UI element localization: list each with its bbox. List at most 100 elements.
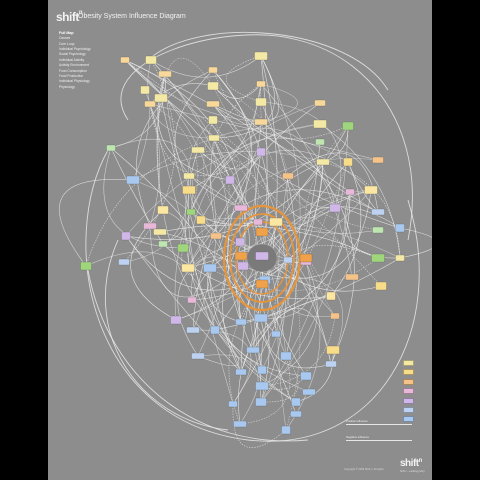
logo-text: shift [56, 10, 79, 24]
influence-link [260, 191, 351, 403]
influence-link [260, 121, 355, 365]
factor-node [254, 51, 268, 61]
factor-node [291, 397, 301, 407]
factor-node [157, 205, 169, 215]
influence-link [239, 355, 291, 425]
legend-item-physiology: Physiology [59, 84, 75, 89]
factor-node [121, 231, 131, 241]
influence-link [149, 103, 262, 176]
influence-link [147, 59, 215, 139]
factor-node [256, 147, 266, 157]
factor-node [106, 144, 116, 152]
influence-link [104, 239, 229, 431]
influence-link [188, 189, 297, 403]
factor-node [300, 371, 312, 381]
influence-link [191, 256, 244, 301]
factor-node [343, 157, 353, 167]
influence-link [200, 149, 372, 221]
factor-node [345, 188, 355, 196]
influence-link [212, 69, 349, 140]
factor-node [120, 56, 130, 64]
legend-item-individual-activity: Individual Activity [59, 57, 85, 62]
influence-link [286, 175, 336, 219]
influence-link [177, 241, 241, 357]
factor-node [281, 425, 291, 435]
factor-node [208, 134, 220, 142]
factor-node [143, 222, 157, 230]
factor-node [325, 360, 337, 368]
factor-node [177, 243, 189, 253]
influence-link [200, 219, 216, 331]
factor-node [326, 291, 336, 301]
factor-node [228, 400, 238, 408]
influence-link [174, 102, 321, 321]
influence-link [87, 269, 309, 442]
factor-node [315, 138, 325, 146]
factor-node [371, 208, 385, 216]
influence-link [188, 175, 332, 365]
shift-logo-footer: shiftn [400, 458, 422, 469]
key-swatch [403, 378, 414, 385]
factor-node [326, 345, 340, 355]
influence-link [125, 235, 289, 291]
key-swatch [403, 406, 414, 413]
influence-link [209, 257, 379, 292]
influence-link [190, 137, 349, 213]
core-loop-node [255, 279, 269, 289]
factor-node [210, 232, 222, 240]
factor-node [271, 330, 281, 338]
factor-node [187, 296, 197, 304]
influence-link [125, 235, 242, 373]
factor-node [257, 365, 267, 375]
factor-node [255, 397, 267, 407]
influence-link [197, 149, 259, 243]
positive-influence-label: Positive influence [346, 419, 368, 423]
influence-link [85, 137, 215, 267]
influence-link [110, 73, 166, 149]
factor-node [246, 346, 260, 354]
factor-node [235, 237, 245, 247]
diagram-title: Obesity System Influence Diagram [78, 13, 186, 20]
influence-link [213, 55, 275, 139]
key-swatch [403, 360, 414, 366]
influence-link [136, 69, 214, 227]
legend-item-individual-physiology: Individual Physiology [59, 79, 90, 84]
map-legend: Full Map Causes Core Loop Individual Psy… [59, 31, 131, 90]
influence-link [212, 69, 253, 237]
factor-node [154, 93, 168, 103]
factor-node [237, 261, 249, 271]
factor-node [371, 253, 385, 263]
factor-node [234, 204, 248, 212]
influence-link [150, 59, 287, 357]
influence-link [149, 103, 379, 161]
influence-link [123, 59, 175, 263]
factor-node [158, 240, 168, 248]
influence-link [287, 175, 336, 209]
influence-link [261, 261, 318, 387]
logo-tagline: Shift n - enabling policy [400, 470, 425, 473]
legend-item-core-loop: Core Loop [59, 41, 75, 46]
factor-node [364, 185, 378, 195]
factor-node [158, 70, 172, 78]
influence-network [59, 32, 432, 448]
factor-node [233, 420, 247, 428]
influence-link [399, 227, 432, 259]
legend-item-activity-environment: Activity Environment [59, 63, 89, 68]
factor-node [191, 146, 205, 154]
influence-link [210, 137, 277, 335]
influence-link [147, 32, 389, 91]
influence-link [187, 207, 336, 269]
influence-link [319, 123, 401, 259]
influence-link [260, 55, 301, 371]
influence-link [260, 317, 332, 369]
factor-node [80, 261, 92, 271]
influence-link [209, 267, 307, 377]
factor-node [269, 217, 283, 227]
factor-node [235, 318, 247, 326]
factor-node [255, 251, 269, 261]
influence-link [295, 349, 334, 403]
key-swatch [403, 416, 414, 423]
factor-node [280, 351, 292, 361]
influence-link [213, 137, 289, 261]
influence-link [110, 147, 297, 415]
